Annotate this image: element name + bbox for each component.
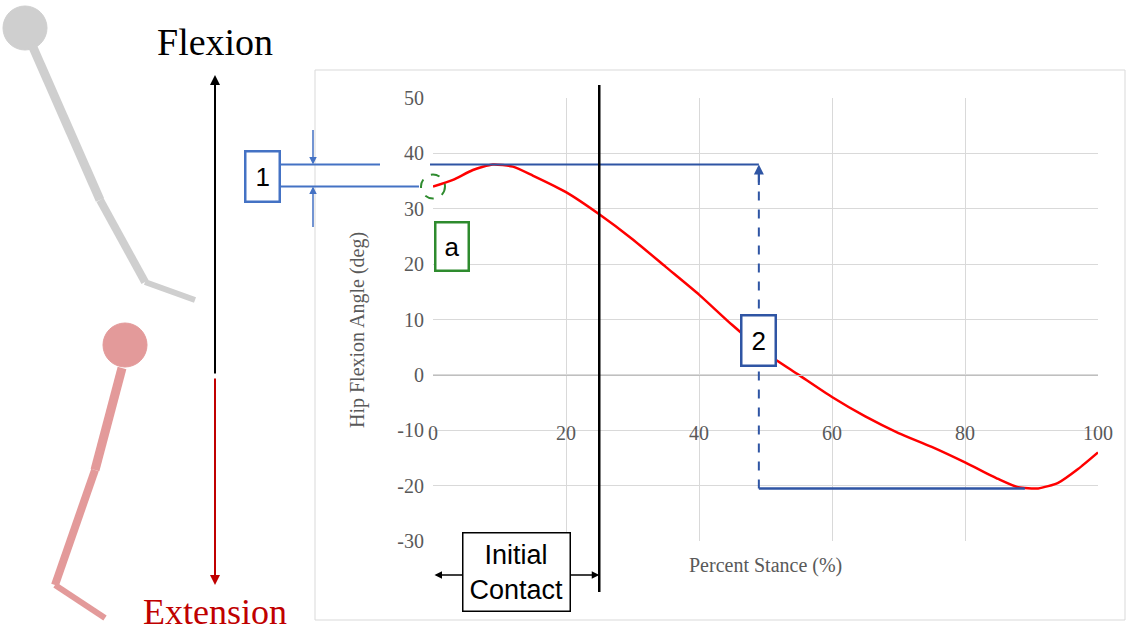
svg-text:40: 40: [404, 142, 424, 164]
svg-text:InitialContact: InitialContact: [470, 540, 564, 605]
svg-text:0: 0: [428, 422, 438, 444]
svg-text:30: 30: [404, 198, 424, 220]
svg-text:100: 100: [1083, 422, 1113, 444]
svg-text:1: 1: [256, 162, 270, 192]
svg-text:-20: -20: [397, 475, 424, 497]
svg-text:20: 20: [556, 422, 576, 444]
svg-text:80: 80: [955, 422, 975, 444]
svg-text:2: 2: [752, 326, 766, 356]
svg-text:a: a: [445, 232, 460, 262]
svg-text:40: 40: [689, 422, 709, 444]
svg-text:20: 20: [404, 253, 424, 275]
svg-text:Flexion: Flexion: [157, 21, 273, 63]
svg-text:Extension: Extension: [143, 592, 287, 632]
svg-text:Hip Flexion Angle (deg): Hip Flexion Angle (deg): [346, 232, 369, 428]
svg-text:-30: -30: [397, 530, 424, 552]
svg-text:10: 10: [404, 309, 424, 331]
svg-text:50: 50: [404, 87, 424, 109]
svg-text:-10: -10: [397, 419, 424, 441]
svg-text:60: 60: [822, 422, 842, 444]
svg-text:Percent Stance (%): Percent Stance (%): [689, 554, 842, 577]
svg-text:0: 0: [414, 364, 424, 386]
